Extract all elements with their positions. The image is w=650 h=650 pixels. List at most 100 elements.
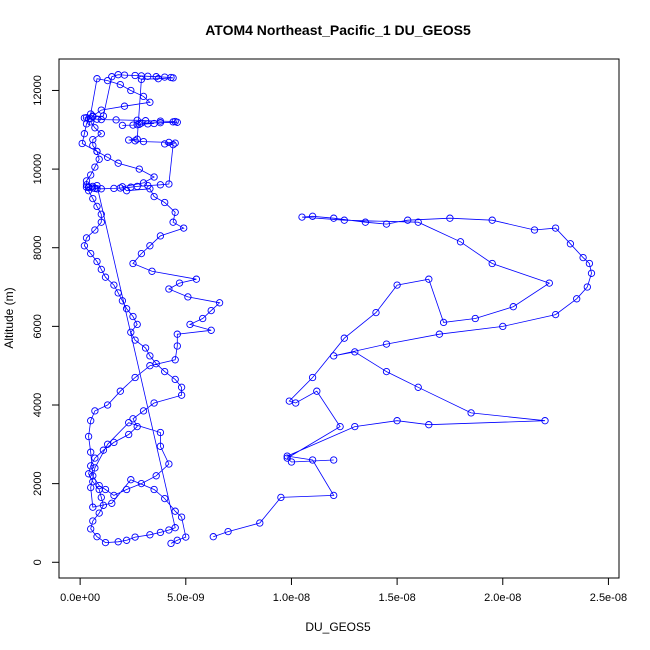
data-point: [114, 159, 122, 167]
data-point: [97, 130, 105, 138]
data-point: [177, 383, 186, 391]
data-point: [573, 295, 581, 303]
data-point: [156, 181, 165, 189]
x-tick-label: 1.0e-08: [273, 592, 310, 604]
data-point: [169, 141, 177, 149]
data-point: [137, 249, 146, 258]
data-point: [141, 344, 150, 352]
data-point: [351, 348, 359, 356]
data-point: [435, 330, 444, 338]
data-point: [93, 147, 101, 156]
data-point: [541, 417, 549, 425]
data-point: [87, 249, 95, 258]
x-tick-label: 5.0e-09: [167, 592, 204, 604]
data-point: [488, 259, 496, 268]
data-point: [150, 485, 158, 494]
data-point: [146, 352, 154, 360]
data-point: [91, 163, 99, 171]
data-point: [95, 155, 103, 163]
data-point: [156, 528, 165, 537]
plot-frame: [58, 58, 620, 579]
data-point: [91, 124, 99, 132]
data-point: [161, 140, 169, 148]
data-point: [144, 120, 152, 128]
data-point: [114, 538, 122, 546]
data-point: [173, 342, 181, 350]
data-point: [91, 407, 99, 415]
data-point: [165, 285, 173, 293]
data-point: [131, 373, 139, 382]
data-point: [108, 73, 116, 81]
data-point: [414, 218, 422, 226]
data-point: [110, 438, 118, 447]
data-point: [97, 115, 105, 124]
y-tick-label: 0: [32, 559, 44, 565]
data-point: [133, 135, 141, 143]
data-point: [144, 181, 152, 190]
data-point: [152, 73, 160, 81]
data-point: [112, 116, 120, 124]
data-point: [150, 399, 158, 407]
data-point: [182, 533, 190, 541]
data-point: [131, 71, 139, 80]
data-point: [165, 526, 173, 534]
data-point: [95, 481, 103, 490]
data-point: [116, 80, 124, 89]
data-point: [131, 533, 139, 541]
data-point: [209, 533, 217, 541]
data-point: [184, 293, 192, 301]
data-point: [207, 306, 215, 315]
data-point: [150, 173, 158, 181]
data-point: [133, 182, 141, 191]
data-point: [167, 539, 175, 548]
data-point: [177, 391, 186, 399]
data-point: [292, 399, 300, 407]
data-point: [551, 310, 560, 319]
y-tick-label: 2000: [32, 471, 44, 495]
data-point: [277, 493, 285, 502]
data-point: [156, 232, 165, 240]
data-point: [313, 387, 321, 395]
data-point: [131, 336, 139, 344]
data-point: [84, 432, 93, 441]
data-point: [93, 185, 101, 193]
y-tick-label: 12000: [32, 75, 44, 106]
data-point: [116, 184, 124, 192]
data-point: [133, 320, 141, 329]
data-point: [139, 407, 148, 415]
data-point: [97, 218, 105, 226]
data-point: [93, 202, 101, 211]
data-point: [156, 428, 165, 437]
data-point: [336, 422, 344, 431]
data-point: [545, 279, 553, 287]
data-point: [133, 121, 141, 129]
data-point: [87, 448, 95, 456]
data-point: [283, 454, 291, 462]
data-point: [308, 212, 317, 220]
data-point: [587, 269, 596, 277]
data-point: [87, 417, 95, 425]
data-point: [173, 330, 181, 338]
data-point: [110, 281, 118, 289]
data-point: [91, 464, 99, 472]
data-point: [103, 401, 112, 409]
data-point: [446, 214, 454, 222]
data-point: [89, 141, 97, 150]
x-tick-label: 0.0e+00: [60, 592, 100, 604]
data-point: [161, 367, 169, 376]
data-point: [361, 218, 370, 226]
data-point: [161, 198, 169, 207]
data-point: [87, 525, 95, 533]
data-point: [91, 454, 99, 462]
data-point: [192, 275, 201, 283]
data-point: [207, 326, 215, 334]
series-line-1: [81, 74, 221, 544]
data-point: [173, 118, 181, 126]
data-point: [146, 362, 154, 370]
data-point: [330, 456, 338, 464]
data-point: [165, 180, 173, 188]
data-point: [120, 102, 129, 110]
data-point: [97, 493, 105, 502]
data-point: [173, 536, 181, 544]
data-point: [161, 494, 169, 503]
